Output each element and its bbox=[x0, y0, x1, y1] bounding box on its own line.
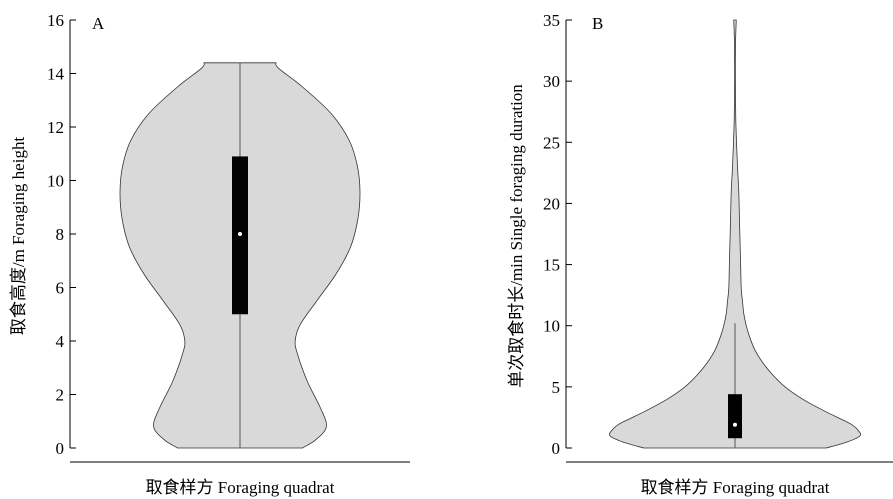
y-tick-label: 2 bbox=[56, 386, 65, 405]
y-tick-label: 14 bbox=[47, 65, 65, 84]
y-tick-label: 35 bbox=[543, 11, 560, 30]
y-tick-label: 15 bbox=[543, 256, 560, 275]
y-tick-label: 8 bbox=[56, 225, 65, 244]
y-axis-label-b: 单次取食时长/min Single foraging duration bbox=[507, 84, 526, 388]
y-tick-label: 5 bbox=[552, 378, 561, 397]
iqr-box bbox=[728, 394, 742, 439]
axes-b: 0 5 10 15 20 25 30 35 bbox=[543, 11, 893, 463]
violin-body bbox=[609, 19, 861, 449]
y-tick-label: 6 bbox=[56, 279, 65, 298]
y-tick-label: 10 bbox=[543, 317, 560, 336]
axes-a: 0 2 4 6 8 10 12 14 16 bbox=[47, 11, 410, 463]
y-tick-label: 12 bbox=[47, 118, 64, 137]
x-axis-label-a: 取食样方 Foraging quadrat bbox=[146, 478, 335, 497]
panel-label-a: A bbox=[92, 14, 105, 33]
panel-a: 0 2 4 6 8 10 12 14 16 A 取食样方 Foraging quadrat 取食… bbox=[9, 11, 410, 497]
violin-a bbox=[119, 62, 361, 449]
y-tick-label: 0 bbox=[552, 439, 561, 458]
y-tick-label: 0 bbox=[56, 439, 65, 458]
panel-b: 0 5 10 15 20 25 30 35 B 取食样方 Foraging quadrat 单… bbox=[507, 11, 893, 497]
median-point bbox=[733, 422, 737, 427]
y-tick-label: 4 bbox=[56, 332, 65, 351]
median-point bbox=[238, 232, 242, 236]
y-axis-label-a: 取食高度/m Foraging height bbox=[9, 137, 28, 336]
y-tick-label: 20 bbox=[543, 194, 560, 213]
y-tick-label: 30 bbox=[543, 72, 560, 91]
x-axis-label-b: 取食样方 Foraging quadrat bbox=[641, 478, 830, 497]
panel-label-b: B bbox=[592, 14, 603, 33]
violin-b bbox=[609, 19, 861, 449]
y-tick-label: 10 bbox=[47, 172, 64, 191]
y-tick-label: 25 bbox=[543, 133, 560, 152]
y-tick-label: 16 bbox=[47, 11, 64, 30]
